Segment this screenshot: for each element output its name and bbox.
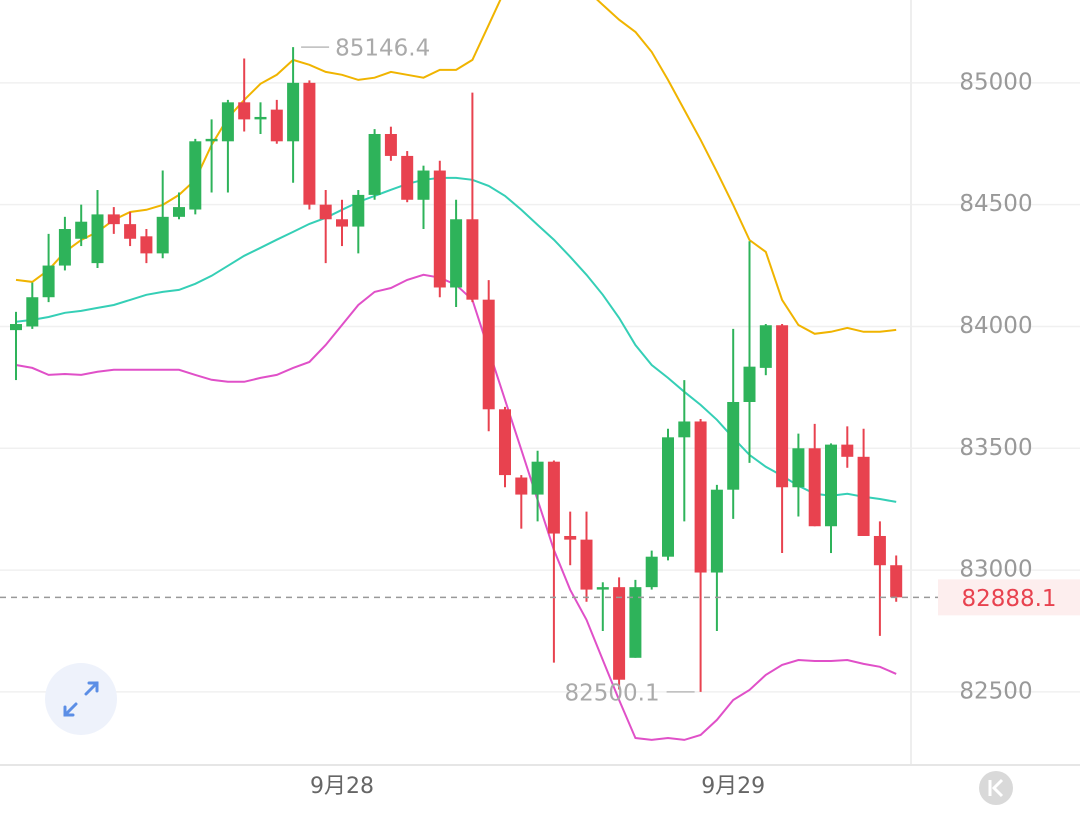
y-tick-label: 84000 [959,313,1032,339]
candle-body [466,219,479,300]
candle-body [841,444,854,457]
candle-body [564,535,577,540]
candle-body [433,170,446,288]
candle-body [580,539,593,590]
candle-body [140,236,153,254]
candle-body [727,401,740,490]
candle-body [319,204,332,220]
candle-body [287,82,300,142]
candle-body [26,297,39,327]
candle-body [254,116,267,120]
candle-body [743,366,756,402]
candle-body [417,170,430,200]
candle-body [694,421,707,573]
candle-body [173,207,185,217]
candle-body [124,224,137,239]
candle-body [499,409,511,476]
candle-body [613,587,626,680]
candle-body [857,456,870,536]
scroll-latest-button[interactable] [979,771,1013,805]
candle-body [352,194,365,227]
x-tick-label: 9月29 [701,774,765,799]
candle-body [629,587,642,658]
candle-body [10,324,22,331]
candle-body [238,102,251,120]
candle-body [107,214,120,225]
low-label: 82500.1 [564,680,659,706]
candle-body [156,216,169,254]
candle-body [547,461,560,534]
candle-body [303,82,316,205]
high-label: 85146.4 [335,36,430,62]
candle-body [58,229,71,266]
candle-body [450,219,463,288]
candle-body [221,102,234,142]
last-price-box [938,579,1080,616]
y-tick-label: 84500 [959,191,1032,217]
candle-body [825,444,837,527]
candle-body [531,461,544,495]
candle-body [205,138,218,142]
candle-body [596,587,609,590]
candle-body [384,133,397,156]
y-tick-label: 83500 [959,435,1032,461]
candle-body [368,133,381,195]
y-tick-label: 85000 [959,69,1032,95]
y-tick-label: 83000 [959,557,1032,583]
candle-body [75,221,88,239]
candle-body [759,325,772,368]
candle-body [91,214,104,264]
x-tick-label: 9月28 [310,774,374,799]
candle-body [401,155,414,200]
y-tick-label: 82500 [959,678,1032,704]
candle-body [792,448,805,488]
candle-body [482,299,495,410]
candle-body [515,477,528,495]
candle-body [873,535,886,566]
candle-body [189,141,202,210]
expand-button[interactable] [45,663,117,735]
candle-body [678,421,691,438]
candle-body [710,489,723,573]
candle-body [645,556,658,588]
candle-body [42,265,55,298]
candle-body [270,109,283,142]
candle-body [662,437,674,557]
last-price-label: 82888.1 [961,586,1056,612]
candle-body [776,325,789,488]
candle-body [336,219,348,227]
candle-body [890,565,903,598]
candle-body [808,448,821,527]
